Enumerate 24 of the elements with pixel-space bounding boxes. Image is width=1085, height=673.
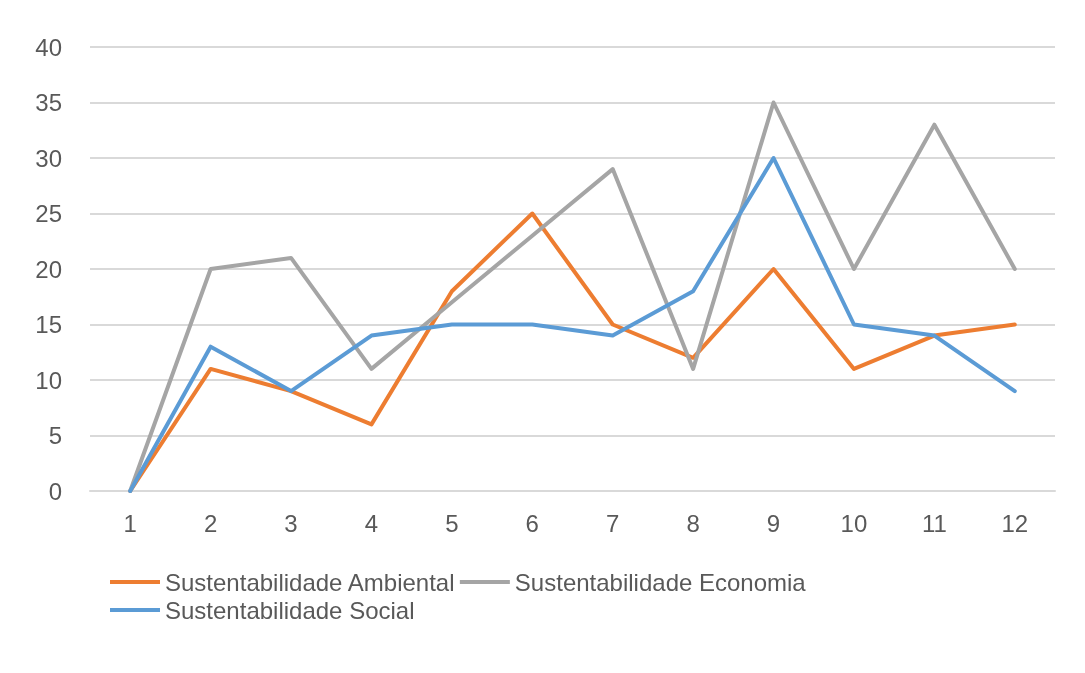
x-tick-label: 2 (203, 509, 218, 537)
x-tick-label: 11 (921, 509, 947, 537)
y-tick-label: 5 (48, 422, 62, 449)
x-tick-label: 1 (123, 509, 137, 537)
x-tick-label: 8 (686, 509, 700, 537)
x-tick-label: 12 (1001, 509, 1029, 537)
x-tick-label: 9 (766, 509, 781, 537)
legend-label: Sustentabilidade Ambiental (165, 568, 455, 596)
y-tick-label: 20 (35, 255, 62, 283)
y-tick-label: 25 (35, 200, 62, 227)
x-tick-label: 6 (525, 509, 539, 537)
y-tick-label: 0 (48, 477, 62, 505)
y-tick-label: 30 (35, 144, 62, 172)
x-tick-label: 4 (364, 509, 379, 537)
y-tick-label: 40 (35, 33, 62, 61)
x-tick-label: 10 (840, 509, 868, 537)
legend-label: Sustentabilidade Economia (514, 568, 807, 596)
y-tick-label: 10 (35, 366, 62, 394)
x-tick-label: 7 (606, 509, 620, 537)
y-tick-label: 15 (35, 311, 62, 338)
x-tick-label: 5 (445, 509, 459, 537)
x-tick-label: 3 (284, 509, 298, 537)
y-tick-label: 35 (35, 89, 62, 116)
legend-label: Sustentabilidade Social (165, 596, 415, 624)
